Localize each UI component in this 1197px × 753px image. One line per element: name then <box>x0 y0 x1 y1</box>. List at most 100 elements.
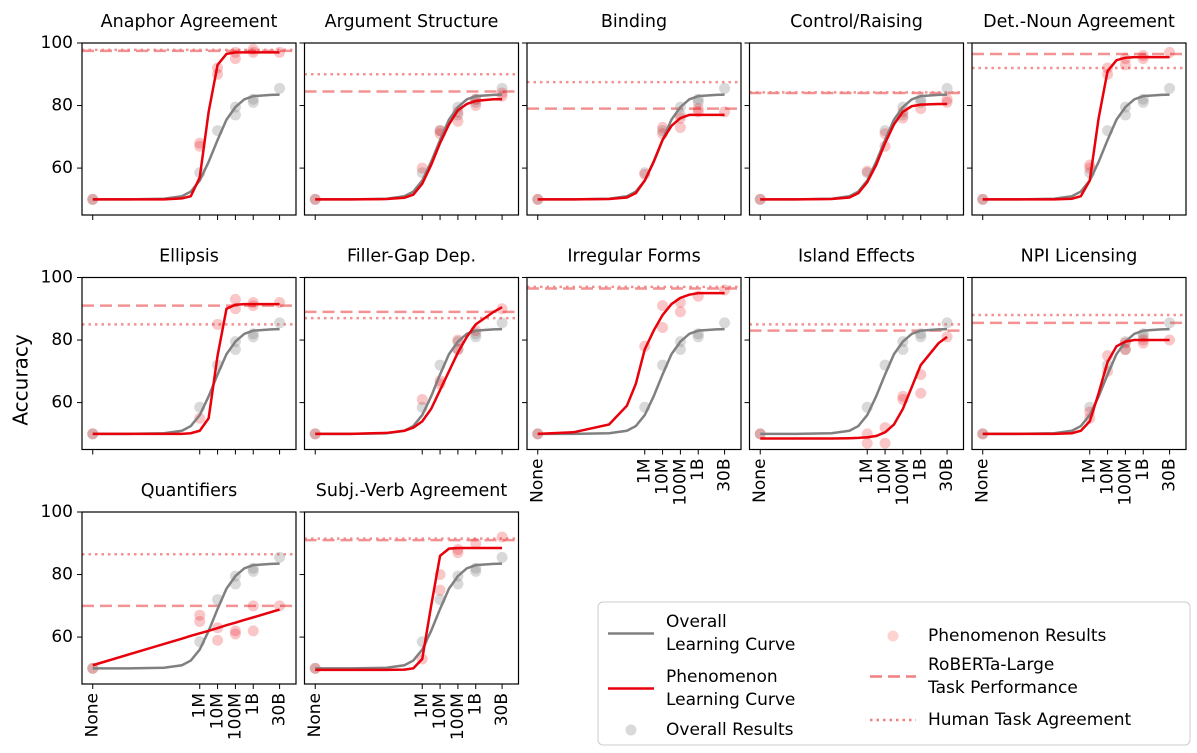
panel-title: Irregular Forms <box>567 247 700 267</box>
phenomenon-point <box>452 544 464 556</box>
legend-label: Learning Curve <box>666 635 795 655</box>
overall-point <box>754 193 766 205</box>
legend-box <box>597 601 1191 746</box>
panel-frame <box>748 42 965 216</box>
x-tick-label: 30B <box>270 693 290 726</box>
phenomenon-point <box>532 193 544 205</box>
legend-marker <box>625 724 637 736</box>
phenomenon-curve <box>315 546 503 672</box>
x-tick-label: 1M <box>635 459 655 484</box>
phenomenon-point <box>754 193 766 205</box>
phenomenon-point <box>861 437 873 449</box>
x-tick-label: 10M <box>875 459 895 495</box>
panel-frame <box>81 276 297 451</box>
phenomenon-point <box>674 306 686 318</box>
x-tick-label: 1B <box>1133 459 1153 481</box>
phenomenon-point <box>247 600 259 612</box>
legend-label: Overall <box>666 612 727 632</box>
overall-point <box>309 428 321 440</box>
y-tick-label: 100 <box>41 33 73 53</box>
overall-point <box>309 193 321 205</box>
phenomenon-curve <box>760 102 948 201</box>
panel-frame <box>81 511 297 685</box>
phenomenon-point <box>194 609 206 621</box>
y-axis-label: Accuracy <box>9 334 33 425</box>
legend-label: Phenomenon <box>666 667 778 687</box>
x-tick-label: 1M <box>1080 459 1100 484</box>
phenomenon-point <box>229 625 241 637</box>
x-tick-label: 100M <box>1115 459 1135 506</box>
x-tick-label: 30B <box>937 459 957 492</box>
overall-point <box>87 428 99 440</box>
phenomenon-curve <box>92 51 280 201</box>
overall-point <box>915 331 927 343</box>
phenomenon-point <box>194 137 206 149</box>
panel-frame <box>303 42 520 216</box>
overall-point <box>719 317 731 329</box>
phenomenon-point <box>470 537 482 549</box>
phenomenon-point <box>657 300 669 312</box>
panel-frame <box>526 276 742 451</box>
overall-point <box>719 82 731 94</box>
x-tick-label: 30B <box>1160 459 1180 492</box>
phenomenon-point <box>1164 46 1176 58</box>
y-tick-label: 80 <box>51 565 73 585</box>
x-tick-label: None <box>305 693 325 737</box>
phenomenon-point <box>212 318 224 330</box>
overall-point <box>496 82 508 94</box>
overall-point <box>754 428 766 440</box>
phenomenon-point <box>87 428 99 440</box>
overall-curve <box>315 327 503 436</box>
panel-title: Control/Raising <box>790 12 923 32</box>
panel-title: Binding <box>601 12 667 32</box>
x-tick-label: 100M <box>448 693 468 740</box>
x-tick-label: None <box>528 459 548 503</box>
y-tick-label: 60 <box>51 158 73 178</box>
panel-frame <box>81 42 297 216</box>
phenomenon-point <box>657 322 669 334</box>
phenomenon-point <box>879 437 891 449</box>
phenomenon-point <box>1119 59 1131 71</box>
phenomenon-point <box>1102 62 1114 74</box>
phenomenon-point <box>692 103 704 115</box>
panel-title: Argument Structure <box>325 12 499 32</box>
overall-point <box>1137 96 1149 108</box>
overall-point <box>692 96 704 108</box>
legend-label: Overall Results <box>666 720 794 740</box>
phenomenon-curve <box>92 302 280 436</box>
x-tick-label: 10M <box>653 459 673 495</box>
phenomenon-point <box>496 87 508 99</box>
overall-point <box>532 428 544 440</box>
phenomenon-point <box>452 115 464 127</box>
phenomenon-point <box>309 428 321 440</box>
x-tick-label: 1M <box>190 693 210 718</box>
phenomenon-point <box>247 625 259 637</box>
x-tick-label: 100M <box>893 459 913 506</box>
panel-frame <box>303 276 520 451</box>
legend-marker <box>887 630 899 642</box>
y-tick-label: 60 <box>51 393 73 413</box>
x-tick-label: 100M <box>225 693 245 740</box>
overall-curve <box>537 327 725 436</box>
overall-curve <box>315 562 503 670</box>
overall-point <box>977 428 989 440</box>
overall-point <box>941 317 953 329</box>
panel-frame <box>526 42 742 216</box>
phenomenon-point <box>87 193 99 205</box>
phenomenon-point <box>416 393 428 405</box>
y-tick-label: 80 <box>51 96 73 116</box>
phenomenon-point <box>212 634 224 646</box>
panel-title: Filler-Gap Dep. <box>347 247 476 267</box>
x-tick-label: 1B <box>911 459 931 481</box>
y-tick-label: 100 <box>41 268 73 288</box>
phenomenon-point <box>941 93 953 105</box>
panel-frame <box>971 276 1187 451</box>
overall-point <box>1164 317 1176 329</box>
x-tick-label: 1B <box>688 459 708 481</box>
x-tick-label: 1B <box>243 693 263 715</box>
phenomenon-point <box>915 387 927 399</box>
panel-frame <box>748 276 965 451</box>
x-tick-label: 1B <box>466 693 486 715</box>
panel-title: Island Effects <box>798 247 915 267</box>
